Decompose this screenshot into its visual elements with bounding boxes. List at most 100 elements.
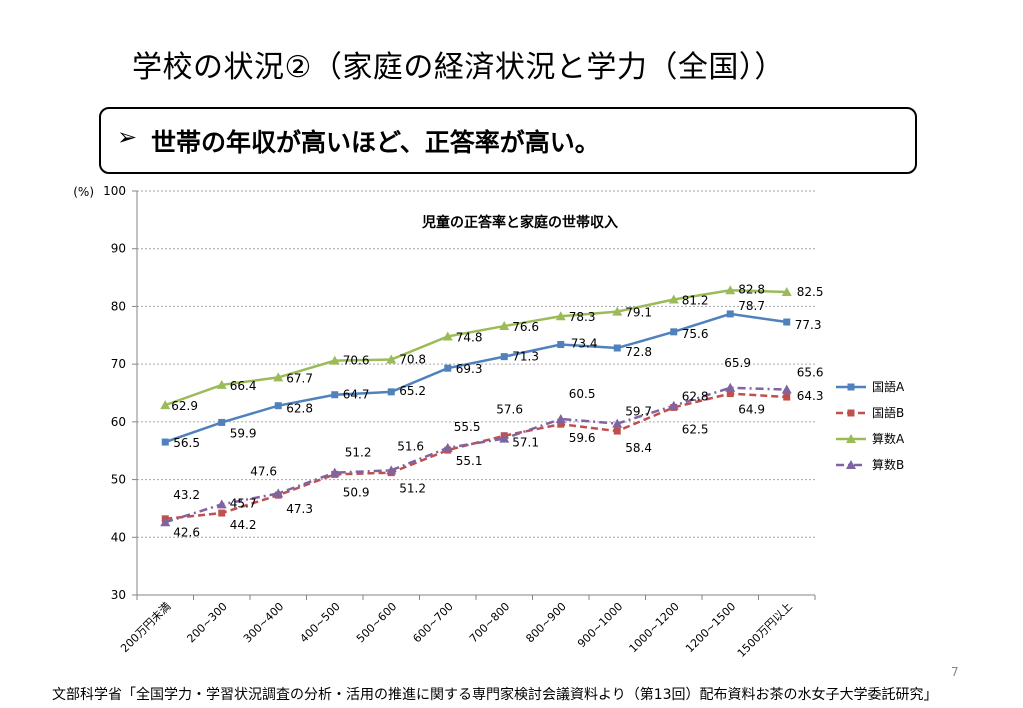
data-point: [331, 391, 339, 399]
data-label: 64.3: [797, 389, 824, 403]
data-label: 56.5: [173, 436, 200, 450]
page-number: 7: [951, 665, 959, 679]
data-label: 43.2: [173, 488, 200, 502]
data-point: [781, 384, 792, 394]
data-point: [216, 379, 227, 389]
arrow-bullet-icon: ➢: [117, 123, 138, 151]
data-label: 47.6: [250, 464, 277, 478]
series-line-1: [165, 392, 787, 521]
data-label: 71.3: [512, 350, 539, 364]
x-tick-label: 700~800: [467, 600, 512, 645]
data-point: [218, 509, 226, 517]
callout-text: 世帯の年収が高いほど、正答率が高い。: [151, 128, 600, 157]
data-point: [274, 402, 282, 410]
data-label: 57.6: [496, 403, 523, 417]
data-point: [725, 285, 736, 295]
data-label: 47.3: [286, 502, 313, 516]
footer-source: 文部科学省「全国学力・学習状況調査の分析・活用の推進に関する専門家検討会議資料よ…: [52, 687, 938, 703]
x-tick-label: 500~600: [354, 600, 399, 645]
data-point: [783, 318, 791, 326]
x-tick-label: 200~300: [184, 600, 229, 645]
data-point: [668, 400, 679, 410]
data-point: [555, 413, 566, 423]
data-label: 66.4: [230, 379, 257, 393]
data-label: 51.6: [397, 439, 424, 453]
data-point: [613, 427, 621, 435]
data-label: 62.8: [682, 390, 709, 404]
legend-marker: [847, 383, 855, 391]
data-label: 65.9: [724, 356, 751, 370]
y-tick-label: 60: [111, 415, 126, 429]
series-line-2: [164, 289, 787, 407]
data-label: 59.6: [569, 431, 596, 445]
legend: 国語A 国語B 算数A 算数B: [836, 379, 905, 472]
legend-label: 国語A: [872, 379, 905, 394]
gridlines: [137, 190, 815, 538]
data-label: 62.9: [171, 399, 198, 413]
data-label: 60.5: [569, 387, 596, 401]
x-tick-label: 600~700: [410, 600, 455, 645]
x-tick-label: 800~900: [523, 600, 568, 645]
data-label: 67.7: [286, 371, 313, 385]
data-point: [218, 418, 226, 426]
data-label: 45.7: [230, 496, 257, 510]
slide-title: 学校の状況②（家庭の経済状況と学力（全国））: [132, 50, 785, 85]
data-label: 82.8: [738, 282, 765, 296]
data-label: 79.1: [625, 306, 652, 320]
data-point: [668, 294, 679, 304]
data-point: [500, 353, 508, 361]
data-label: 50.9: [343, 485, 370, 499]
data-label: 57.1: [512, 436, 539, 450]
data-label: 51.2: [399, 482, 426, 496]
data-label: 73.4: [571, 337, 598, 351]
x-tick-label: 900~1000: [575, 600, 625, 650]
data-label: 59.9: [230, 426, 257, 440]
data-point: [612, 306, 623, 316]
callout-box: ➢ 世帯の年収が高いほど、正答率が高い。: [99, 107, 917, 174]
data-point: [499, 433, 510, 443]
data-point: [726, 310, 734, 318]
data-point: [557, 341, 565, 349]
chart-title: 児童の正答率と家庭の世帯収入: [421, 214, 618, 231]
x-tick-label: 300~400: [241, 600, 286, 645]
data-point: [612, 418, 623, 428]
data-point: [613, 344, 621, 352]
x-tick-label: 400~500: [297, 600, 342, 645]
data-label: 65.6: [797, 366, 824, 380]
legend-marker: [847, 409, 855, 417]
data-label: 51.2: [345, 446, 372, 460]
data-point: [444, 364, 452, 372]
data-point: [216, 499, 227, 509]
data-point: [783, 393, 791, 401]
data-label: 75.6: [682, 327, 709, 341]
data-label: 78.3: [569, 310, 596, 324]
data-label: 74.8: [456, 330, 483, 344]
data-point: [386, 354, 397, 364]
data-label: 42.6: [173, 525, 200, 539]
data-point: [725, 382, 736, 392]
data-point: [726, 390, 734, 398]
data-point: [329, 355, 340, 365]
data-label: 70.8: [399, 353, 426, 367]
data-label: 81.2: [682, 294, 709, 308]
data-label: 64.9: [738, 403, 765, 417]
data-label: 55.1: [456, 454, 483, 468]
data-point: [161, 438, 169, 446]
data-point: [273, 488, 284, 498]
data-point: [670, 328, 678, 336]
legend-marker: [846, 434, 856, 443]
legend-label: 国語B: [872, 405, 904, 420]
data-labels: 56.5 59.9 62.8 64.7 65.2 69.3 71.3 73.4 72.8 75.6…: [171, 282, 823, 539]
data-label: 76.6: [512, 320, 539, 334]
data-label: 77.3: [795, 318, 822, 332]
data-point: [499, 321, 510, 331]
data-point: [781, 287, 792, 296]
x-tick-label: 1200~1500: [683, 600, 738, 655]
data-label: 58.4: [625, 441, 652, 455]
data-point: [555, 311, 566, 321]
series-line-0: [164, 312, 787, 444]
legend-marker: [846, 460, 856, 469]
y-tick-label: 80: [111, 299, 126, 313]
data-point: [442, 442, 453, 452]
